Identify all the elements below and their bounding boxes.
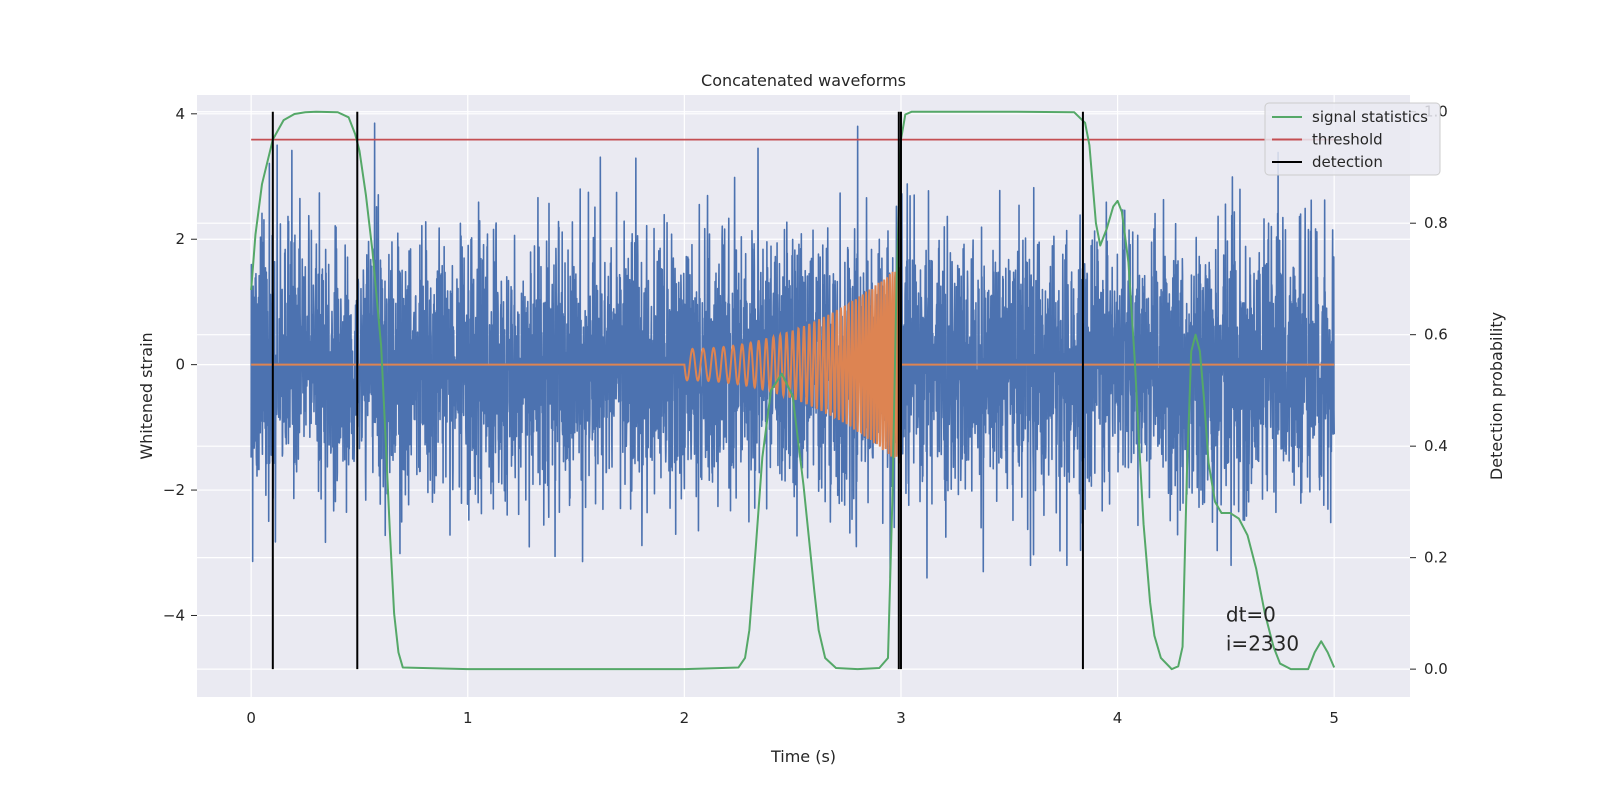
y2-tick-label: 0.4 [1424, 437, 1448, 455]
annotation-dt: dt=0 [1226, 602, 1276, 626]
series-layer [250, 110, 1336, 671]
y2-tick-label: 0.8 [1424, 214, 1448, 232]
legend-label: signal statistics [1312, 108, 1428, 126]
y2-tick-label: 0.6 [1424, 326, 1448, 344]
x-tick-label: 5 [1329, 709, 1339, 727]
annotation-index: i=2330 [1226, 631, 1299, 655]
x-tick-label: 1 [463, 709, 473, 727]
chirp-series-line [251, 267, 1335, 464]
y-tick-label: −2 [163, 481, 185, 499]
noise-series-line [250, 122, 1335, 579]
y2-axis-label: Detection probability [1487, 312, 1506, 480]
legend: signal statistics threshold detection [1264, 102, 1441, 176]
y-tick-label: 4 [175, 105, 185, 123]
y2-tick-label: 0.0 [1424, 660, 1448, 678]
chart-title: Concatenated waveforms [701, 71, 906, 90]
legend-label: threshold [1312, 131, 1383, 149]
y-tick-label: −4 [163, 606, 185, 624]
x-tick-label: 3 [896, 709, 906, 727]
y-tick-label: 2 [175, 230, 185, 248]
legend-label: detection [1312, 153, 1383, 171]
x-tick-label: 4 [1113, 709, 1123, 727]
legend-box [1264, 102, 1441, 176]
y2-tick-label: 0.2 [1424, 549, 1448, 567]
x-tick-label: 2 [680, 709, 690, 727]
x-tick-label: 0 [246, 709, 256, 727]
y-tick-label: 0 [175, 356, 185, 374]
y-axis-label: Whitened strain [137, 332, 156, 459]
x-axis-label: Time (s) [770, 747, 836, 766]
signal-statistics-line [250, 110, 1336, 671]
annotations: dt=0 i=2330 [1226, 602, 1299, 655]
